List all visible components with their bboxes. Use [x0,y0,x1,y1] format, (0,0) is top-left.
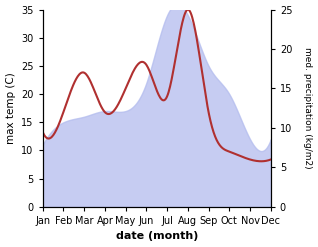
Y-axis label: med. precipitation (kg/m2): med. precipitation (kg/m2) [303,47,313,169]
X-axis label: date (month): date (month) [115,231,198,242]
Y-axis label: max temp (C): max temp (C) [5,72,16,144]
